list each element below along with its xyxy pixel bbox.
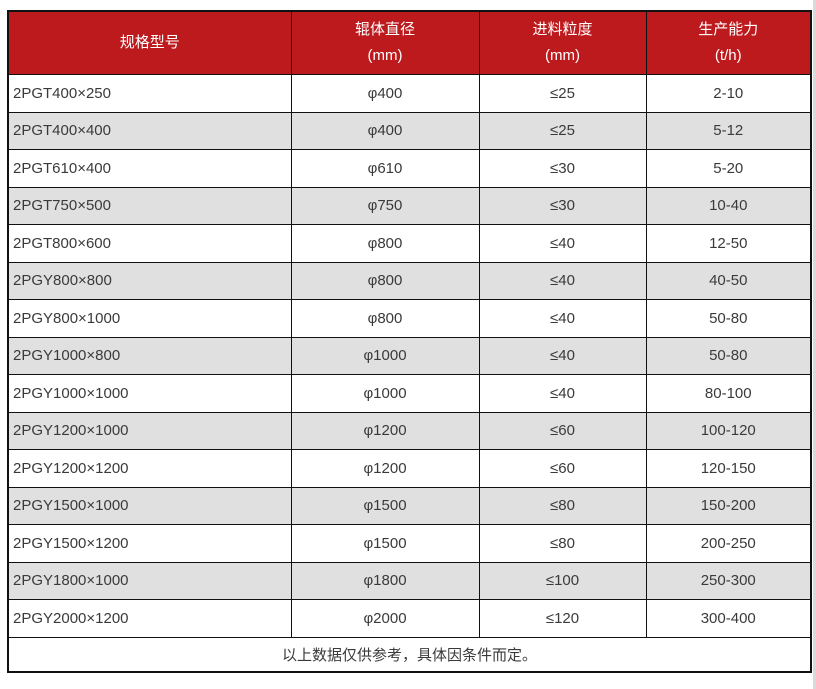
value-cell: 2-10 — [645, 74, 812, 113]
value-cell: 5-12 — [645, 111, 812, 150]
value-cell: 50-80 — [645, 336, 812, 375]
value-cell: ≤120 — [478, 599, 647, 638]
table-row: 2PGY1500×1200 φ1500 ≤80 200-250 — [7, 524, 812, 563]
header-cell-3: 生产能力 (t/h) — [645, 10, 812, 75]
model-cell: 2PGT800×600 — [7, 224, 292, 263]
value-cell: φ800 — [290, 261, 480, 300]
value-cell: 40-50 — [645, 261, 812, 300]
model-cell: 2PGY1000×1000 — [7, 374, 292, 413]
value-cell: φ1200 — [290, 411, 480, 450]
spec-table-footer: 以上数据仅供参考，具体因条件而定。 — [7, 636, 812, 672]
value-cell: ≤40 — [478, 261, 647, 300]
value-cell: φ1000 — [290, 336, 480, 375]
header-title: 生产能力 — [698, 20, 759, 38]
table-row: 2PGY1800×1000 φ1800 ≤100 250-300 — [7, 561, 812, 600]
page-edge-strip — [813, 0, 816, 689]
table-row: 2PGY1200×1000 φ1200 ≤60 100-120 — [7, 411, 812, 450]
table-row: 2PGY800×800 φ800 ≤40 40-50 — [7, 261, 812, 300]
model-cell: 2PGY1500×1000 — [7, 486, 292, 525]
value-cell: ≤40 — [478, 299, 647, 338]
table-row: 2PGY1500×1000 φ1500 ≤80 150-200 — [7, 486, 812, 525]
value-cell: ≤40 — [478, 336, 647, 375]
value-cell: ≤30 — [478, 186, 647, 225]
header-row: 规格型号 辊体直径 (mm) 进料粒度 (mm) 生产能力 (t/h) — [7, 10, 812, 75]
value-cell: 50-80 — [645, 299, 812, 338]
value-cell: ≤30 — [478, 149, 647, 188]
value-cell: φ1500 — [290, 524, 480, 563]
value-cell: φ1200 — [290, 449, 480, 488]
model-cell: 2PGY1200×1200 — [7, 449, 292, 488]
spec-table-header: 规格型号 辊体直径 (mm) 进料粒度 (mm) 生产能力 (t/h) — [7, 10, 812, 75]
value-cell: 250-300 — [645, 561, 812, 600]
value-cell: 80-100 — [645, 374, 812, 413]
model-cell: 2PGT400×400 — [7, 111, 292, 150]
model-cell: 2PGY2000×1200 — [7, 599, 292, 638]
table-row: 2PGY2000×1200 φ2000 ≤120 300-400 — [7, 599, 812, 638]
value-cell: ≤80 — [478, 486, 647, 525]
table-row: 2PGT750×500 φ750 ≤30 10-40 — [7, 186, 812, 225]
value-cell: φ1000 — [290, 374, 480, 413]
model-cell: 2PGY1000×800 — [7, 336, 292, 375]
value-cell: 12-50 — [645, 224, 812, 263]
table-row: 2PGT610×400 φ610 ≤30 5-20 — [7, 149, 812, 188]
table-row: 2PGY1200×1200 φ1200 ≤60 120-150 — [7, 449, 812, 488]
value-cell: φ1500 — [290, 486, 480, 525]
table-row: 2PGT800×600 φ800 ≤40 12-50 — [7, 224, 812, 263]
model-cell: 2PGY800×800 — [7, 261, 292, 300]
header-cell-0: 规格型号 — [7, 10, 292, 75]
value-cell: 5-20 — [645, 149, 812, 188]
header-cell-2: 进料粒度 (mm) — [478, 10, 647, 75]
table-row: 2PGY1000×1000 φ1000 ≤40 80-100 — [7, 374, 812, 413]
value-cell: ≤40 — [478, 374, 647, 413]
header-title: 辊体直径 — [354, 20, 415, 38]
value-cell: φ800 — [290, 299, 480, 338]
value-cell: ≤25 — [478, 74, 647, 113]
header-unit: (t/h) — [714, 47, 742, 64]
value-cell: ≤40 — [478, 224, 647, 263]
value-cell: 150-200 — [645, 486, 812, 525]
value-cell: φ1800 — [290, 561, 480, 600]
value-cell: φ400 — [290, 74, 480, 113]
value-cell: φ610 — [290, 149, 480, 188]
table-row: 2PGY1000×800 φ1000 ≤40 50-80 — [7, 336, 812, 375]
model-cell: 2PGY1800×1000 — [7, 561, 292, 600]
value-cell: ≤60 — [478, 411, 647, 450]
footer-note: 以上数据仅供参考，具体因条件而定。 — [7, 636, 812, 672]
header-title: 规格型号 — [119, 33, 180, 51]
model-cell: 2PGT750×500 — [7, 186, 292, 225]
value-cell: φ800 — [290, 224, 480, 263]
header-cell-1: 辊体直径 (mm) — [290, 10, 480, 75]
model-cell: 2PGY800×1000 — [7, 299, 292, 338]
value-cell: 200-250 — [645, 524, 812, 563]
value-cell: φ2000 — [290, 599, 480, 638]
header-unit: (mm) — [367, 47, 403, 64]
model-cell: 2PGT610×400 — [7, 149, 292, 188]
value-cell: ≤25 — [478, 111, 647, 150]
spec-table: 规格型号 辊体直径 (mm) 进料粒度 (mm) 生产能力 (t/h) 2PGT400×25… — [7, 10, 812, 673]
value-cell: φ750 — [290, 186, 480, 225]
value-cell: φ400 — [290, 111, 480, 150]
table-row: 2PGY800×1000 φ800 ≤40 50-80 — [7, 299, 812, 338]
model-cell: 2PGY1200×1000 — [7, 411, 292, 450]
table-row: 2PGT400×400 φ400 ≤25 5-12 — [7, 111, 812, 150]
value-cell: ≤100 — [478, 561, 647, 600]
table-row: 2PGT400×250 φ400 ≤25 2-10 — [7, 74, 812, 113]
value-cell: 300-400 — [645, 599, 812, 638]
model-cell: 2PGT400×250 — [7, 74, 292, 113]
value-cell: 100-120 — [645, 411, 812, 450]
value-cell: 120-150 — [645, 449, 812, 488]
spec-table-body: 2PGT400×250 φ400 ≤25 2-10 2PGT400×400 φ400 ≤25… — [7, 74, 812, 638]
header-unit: (mm) — [545, 47, 580, 64]
model-cell: 2PGY1500×1200 — [7, 524, 292, 563]
value-cell: 10-40 — [645, 186, 812, 225]
value-cell: ≤60 — [478, 449, 647, 488]
value-cell: ≤80 — [478, 524, 647, 563]
header-title: 进料粒度 — [532, 20, 593, 38]
footer-row: 以上数据仅供参考，具体因条件而定。 — [7, 636, 812, 672]
